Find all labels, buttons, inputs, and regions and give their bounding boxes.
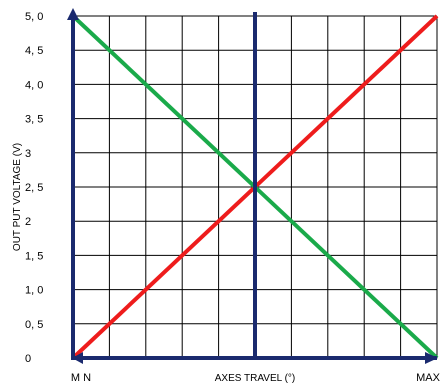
y-tick-label: 2, 5 bbox=[25, 182, 43, 194]
y-tick-label: 4, 0 bbox=[25, 79, 43, 91]
y-tick-labels: 0 0, 5 1, 0 1, 5 2 2, 5 3 3, 5 4, 0 4, 5 5, 0 bbox=[25, 11, 43, 365]
x-tick-label: M N bbox=[71, 372, 91, 384]
y-tick-label: 2 bbox=[25, 216, 31, 228]
x-axis-label: AXES TRAVEL (°) bbox=[215, 373, 296, 384]
x-axis-arrow-left bbox=[72, 352, 83, 364]
y-tick-label: 5, 0 bbox=[25, 11, 43, 23]
y-tick-label: 3, 5 bbox=[25, 114, 43, 126]
x-tick-label: MAX bbox=[416, 372, 441, 384]
y-tick-label: 3 bbox=[25, 148, 31, 160]
x-axis-arrow-right bbox=[425, 352, 438, 364]
axes bbox=[67, 8, 438, 364]
y-tick-label: 0 bbox=[25, 353, 31, 365]
y-tick-label: 4, 5 bbox=[25, 45, 43, 57]
x-tick-labels: M N MAX bbox=[71, 372, 441, 384]
y-axis-arrow bbox=[67, 8, 79, 20]
y-tick-label: 1, 0 bbox=[25, 285, 43, 297]
y-tick-label: 0, 5 bbox=[25, 319, 43, 331]
y-axis-label: OUT PUT VOLTAGE (V) bbox=[12, 143, 23, 251]
y-tick-label: 1, 5 bbox=[25, 250, 43, 262]
